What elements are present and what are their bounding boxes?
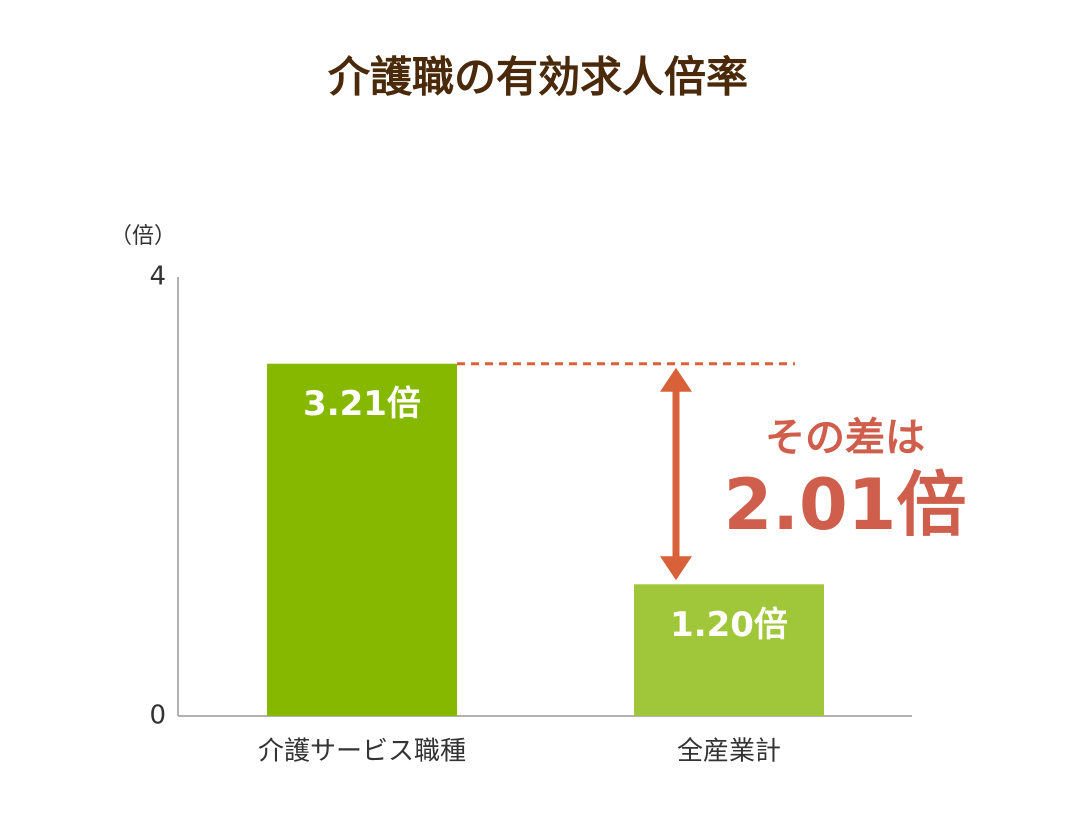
x-tick-label: 介護サービス職種	[258, 737, 466, 767]
chart-title: 介護職の有効求人倍率	[328, 53, 748, 102]
arrow-head	[660, 367, 692, 392]
x-tick-label: 全産業計	[677, 737, 781, 767]
annotation-lead: その差は	[765, 415, 925, 461]
bar	[267, 363, 457, 716]
value-label: 3.21倍	[303, 384, 421, 424]
value-label: 1.20倍	[670, 605, 788, 645]
y-axis-label: （倍）	[110, 224, 176, 249]
bar	[634, 584, 824, 716]
arrow-head	[660, 556, 692, 581]
annotation-value: 2.01倍	[724, 464, 967, 546]
y-tick-label: 0	[149, 701, 166, 731]
y-tick-label: 4	[149, 262, 166, 292]
